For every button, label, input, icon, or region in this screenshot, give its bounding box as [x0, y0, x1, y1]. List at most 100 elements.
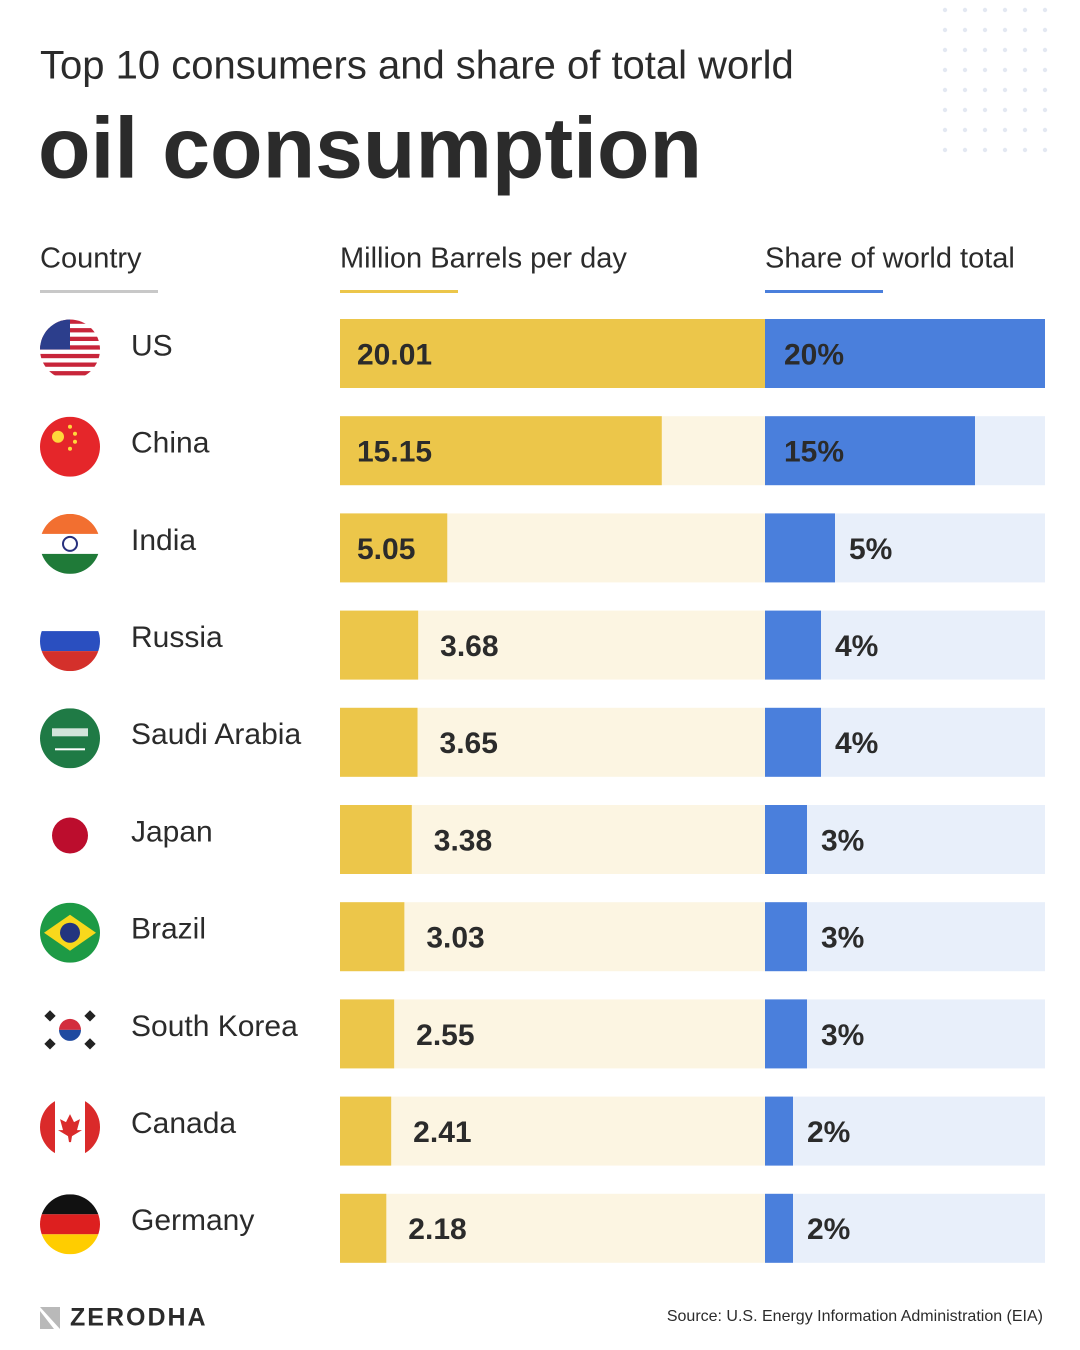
flag-part — [55, 748, 85, 751]
bar — [340, 610, 419, 680]
flag-part — [62, 535, 78, 552]
bar — [765, 610, 821, 680]
data-label: 15% — [784, 436, 844, 469]
decor-dot — [1042, 67, 1048, 73]
decor-dot — [1002, 47, 1008, 53]
bar — [340, 416, 662, 486]
flag — [40, 611, 100, 672]
decor-dot — [1002, 27, 1008, 33]
category-label: Japan — [131, 815, 213, 848]
flag-part — [52, 817, 88, 854]
decor-dot — [1042, 147, 1048, 153]
flag — [40, 416, 100, 477]
decor-dot — [982, 7, 988, 13]
bar-track — [340, 902, 765, 972]
bar — [340, 1096, 392, 1166]
bar — [340, 1193, 387, 1263]
bar — [765, 513, 835, 583]
decor-dot — [1042, 27, 1048, 33]
decor-dot — [982, 27, 988, 33]
flag-part — [52, 430, 64, 443]
flag-part — [40, 651, 100, 672]
decor-dot — [1022, 127, 1028, 133]
flag-part — [40, 1234, 100, 1255]
flag-part — [85, 1097, 100, 1158]
bar-track — [340, 999, 765, 1069]
data-label: 3% — [821, 922, 864, 955]
flag — [40, 1097, 100, 1158]
decor-dot — [1002, 67, 1008, 73]
decor-dot — [982, 67, 988, 73]
bar — [765, 1096, 793, 1166]
decor-dot — [942, 47, 948, 53]
decor-dot — [942, 147, 948, 153]
flag — [52, 817, 88, 854]
flag — [40, 999, 100, 1060]
category-label: Germany — [131, 1204, 254, 1237]
decor-dot — [982, 147, 988, 153]
decor-dot — [1042, 87, 1048, 93]
bar — [765, 805, 807, 874]
decor-dot — [1002, 107, 1008, 113]
bar — [340, 513, 448, 583]
bar — [765, 707, 821, 777]
decor-dot — [1022, 147, 1028, 153]
decor-dot — [1022, 107, 1028, 113]
bar-track — [340, 1193, 765, 1263]
column-header: Share of world total — [765, 243, 1015, 275]
data-label: 4% — [835, 727, 878, 760]
decor-dot — [962, 87, 968, 93]
flag-part — [60, 922, 80, 943]
flag-part — [40, 319, 70, 350]
decor-dot — [962, 67, 968, 73]
data-label: 3% — [821, 824, 864, 857]
category-label: Canada — [131, 1107, 236, 1140]
decor-dot — [962, 27, 968, 33]
decor-dot — [962, 107, 968, 113]
decor-dot — [942, 67, 948, 73]
bar — [340, 707, 418, 777]
category-label: Russia — [131, 621, 223, 654]
flag-part — [59, 1029, 81, 1041]
decor-dot — [1002, 127, 1008, 133]
decor-dot — [962, 147, 968, 153]
decor-dot — [1042, 107, 1048, 113]
flag-part — [44, 1038, 56, 1050]
decor-dot — [1002, 87, 1008, 93]
bar-track — [765, 1096, 1045, 1166]
flag-part — [68, 424, 72, 429]
flag-part — [40, 353, 100, 359]
bar-track — [765, 902, 1045, 972]
flag-part — [40, 631, 100, 652]
decor-dot — [962, 127, 968, 133]
flag-part — [73, 431, 77, 436]
decor-dot — [982, 47, 988, 53]
decor-dot — [1042, 47, 1048, 53]
flag-part — [40, 362, 100, 367]
bar — [340, 805, 412, 874]
decor-dot — [982, 87, 988, 93]
decor-dot — [1042, 7, 1048, 13]
brand-logo — [40, 1307, 60, 1329]
header-underline — [40, 290, 158, 293]
data-label: 2% — [807, 1116, 850, 1149]
category-label: China — [131, 427, 210, 460]
flag-part — [40, 1194, 100, 1215]
bar — [765, 902, 807, 972]
category-label: Saudi Arabia — [131, 718, 301, 751]
bar-track — [765, 1193, 1045, 1263]
flag-part — [40, 611, 100, 632]
bar — [765, 1193, 793, 1263]
bar-track — [765, 805, 1045, 874]
chart-title: Top 10 consumers and share of total worl… — [40, 44, 794, 88]
bar — [765, 999, 807, 1069]
bar — [340, 319, 765, 388]
bar — [765, 319, 1045, 388]
decor-dot — [942, 127, 948, 133]
flag-part — [40, 371, 100, 376]
flag — [40, 513, 100, 574]
data-label: 15.15 — [357, 436, 432, 469]
decor-dot — [1002, 7, 1008, 13]
category-label: US — [131, 329, 173, 362]
decor-dot — [962, 47, 968, 53]
